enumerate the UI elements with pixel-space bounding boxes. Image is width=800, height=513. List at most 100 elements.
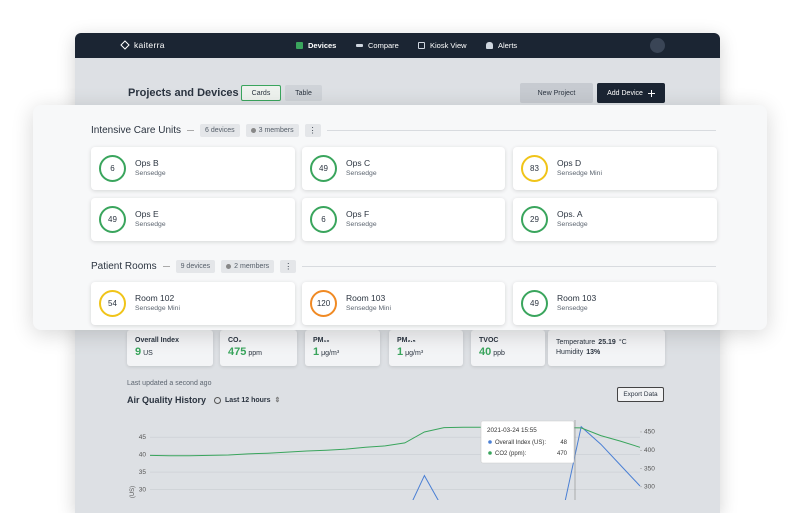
menu-button[interactable]: ⋮: [304, 123, 321, 137]
device-card[interactable]: 6 Ops B Sensedge: [91, 147, 295, 190]
members-chip[interactable]: 2 members: [221, 259, 275, 273]
logo-text: kaiterra: [134, 40, 165, 50]
temperature-row: Temperature 25.19 °C: [556, 339, 657, 346]
index-badge: 49: [310, 155, 337, 182]
humidity-row: Humidity 13%: [556, 349, 657, 356]
group-header: Patient Rooms 9 devices 2 members ⋮: [91, 259, 716, 273]
device-count-chip: 9 devices: [175, 259, 216, 273]
device-name: Ops D: [557, 158, 582, 168]
icon: [486, 42, 493, 49]
metric-card: PM₁₀ 1 μg/m³: [305, 330, 380, 366]
device-model: Sensedge: [557, 305, 588, 312]
index-badge: 49: [99, 206, 126, 233]
nav-label: Compare: [368, 41, 399, 50]
index-value: 83: [530, 164, 539, 173]
device-card[interactable]: 6 Ops F Sensedge: [302, 198, 505, 241]
new-project-button[interactable]: New Project: [520, 83, 593, 103]
metric-reading: 1 μg/m³: [313, 346, 372, 358]
y2-tick-label: 450: [644, 429, 655, 436]
y-axis-label: (US): [130, 486, 136, 498]
metric-reading: 40 ppb: [479, 346, 537, 358]
member-icon: [226, 263, 232, 269]
nav-alerts[interactable]: Alerts: [486, 41, 517, 50]
nav-compare[interactable]: Compare: [356, 41, 399, 50]
nav-kiosk[interactable]: Kiosk View: [418, 41, 467, 50]
device-name: Room 103: [557, 293, 597, 303]
page: kaiterra Devices Compare Kiosk View Aler…: [75, 33, 720, 513]
tooltip-swatch: [488, 440, 492, 444]
metric-label: PM₂.₅: [397, 337, 416, 344]
device-name: Ops C: [346, 158, 371, 168]
metric-label: PM₁₀: [313, 337, 330, 344]
tooltip-label: CO2 (ppm):: [495, 451, 527, 457]
toggle-label: Cards: [251, 89, 271, 97]
tooltip-time: 2021-03-24 15:55: [487, 427, 537, 434]
divider: [187, 129, 195, 131]
device-model: Sensedge: [135, 221, 166, 228]
user-avatar[interactable]: [650, 38, 665, 53]
device-name: Ops B: [135, 158, 159, 168]
tooltip-value: 470: [557, 451, 568, 457]
device-count-chip: 6 devices: [200, 123, 240, 137]
range-label: Last 12 hours: [225, 396, 271, 404]
range-select[interactable]: Last 12 hours ⇕: [214, 396, 280, 404]
index-badge: 120: [310, 290, 337, 317]
export-button[interactable]: Export Data: [617, 387, 664, 402]
clock-icon: [214, 396, 221, 404]
icon: [356, 44, 363, 47]
index-badge: 49: [521, 290, 548, 317]
device-name: Ops F: [346, 209, 370, 219]
history-title: Air Quality History: [127, 395, 207, 405]
toggle-label: Table: [295, 89, 312, 97]
cards-toggle[interactable]: Cards: [241, 85, 281, 101]
index-value: 6: [110, 164, 115, 173]
device-card[interactable]: 54 Room 102 Sensedge Mini: [91, 282, 295, 325]
device-name: Ops E: [135, 209, 159, 219]
index-value: 49: [319, 164, 328, 173]
metric-label: TVOC: [479, 337, 499, 344]
metric-label: CO₂: [228, 337, 242, 344]
button-label: Add Device: [607, 89, 643, 97]
group-name: Patient Rooms: [91, 260, 157, 272]
device-card[interactable]: 49 Room 103 Sensedge: [513, 282, 717, 325]
climate-card: Temperature 25.19 °C Humidity 13%: [548, 330, 665, 366]
logo[interactable]: kaiterra: [120, 40, 165, 50]
metric-unit: US: [143, 350, 153, 357]
device-card[interactable]: 120 Room 103 Sensedge Mini: [302, 282, 505, 325]
device-model: Sensedge: [346, 221, 377, 228]
nav-label: Alerts: [498, 41, 518, 50]
nav-devices[interactable]: Devices: [296, 41, 336, 50]
table-toggle[interactable]: Table: [285, 85, 322, 101]
chevron: ⇕: [274, 397, 281, 404]
device-model: Sensedge Mini: [135, 305, 180, 312]
temperature-unit: °C: [618, 339, 627, 346]
add-device-button[interactable]: Add Device: [597, 83, 665, 103]
y-tick-label: 45: [139, 434, 147, 441]
device-card[interactable]: 49 Ops E Sensedge: [91, 198, 295, 241]
device-card[interactable]: 49 Ops C Sensedge: [302, 147, 505, 190]
temperature-value: 25.19: [598, 339, 616, 346]
logo-icon: [120, 40, 130, 50]
members-label: 2 members: [234, 262, 270, 270]
device-model: Sensedge Mini: [346, 305, 391, 312]
index-badge: 6: [99, 155, 126, 182]
metric-value: 9: [135, 346, 142, 358]
nav-label: Kiosk View: [430, 41, 467, 50]
navbar: kaiterra Devices Compare Kiosk View Aler…: [75, 33, 720, 58]
last-updated: Last updated a second ago: [127, 380, 212, 387]
button-label: Export Data: [623, 391, 658, 398]
index-value: 120: [316, 299, 331, 308]
device-name: Room 102: [135, 293, 175, 303]
humidity-value: 13%: [586, 349, 601, 356]
metric-reading: 1 μg/m³: [397, 346, 455, 358]
index-value: 6: [321, 215, 326, 224]
y2-tick-label: 350: [644, 465, 655, 472]
device-card[interactable]: 83 Ops D Sensedge Mini: [513, 147, 717, 190]
metric-card: CO₂ 475 ppm: [220, 330, 297, 366]
device-card[interactable]: 29 Ops. A Sensedge: [513, 198, 717, 241]
index-badge: 6: [310, 206, 337, 233]
menu-button[interactable]: ⋮: [280, 259, 297, 273]
metric-unit: μg/m³: [321, 350, 340, 357]
page-title: Projects and Devices: [128, 87, 239, 99]
members-chip[interactable]: 3 members: [245, 123, 299, 137]
